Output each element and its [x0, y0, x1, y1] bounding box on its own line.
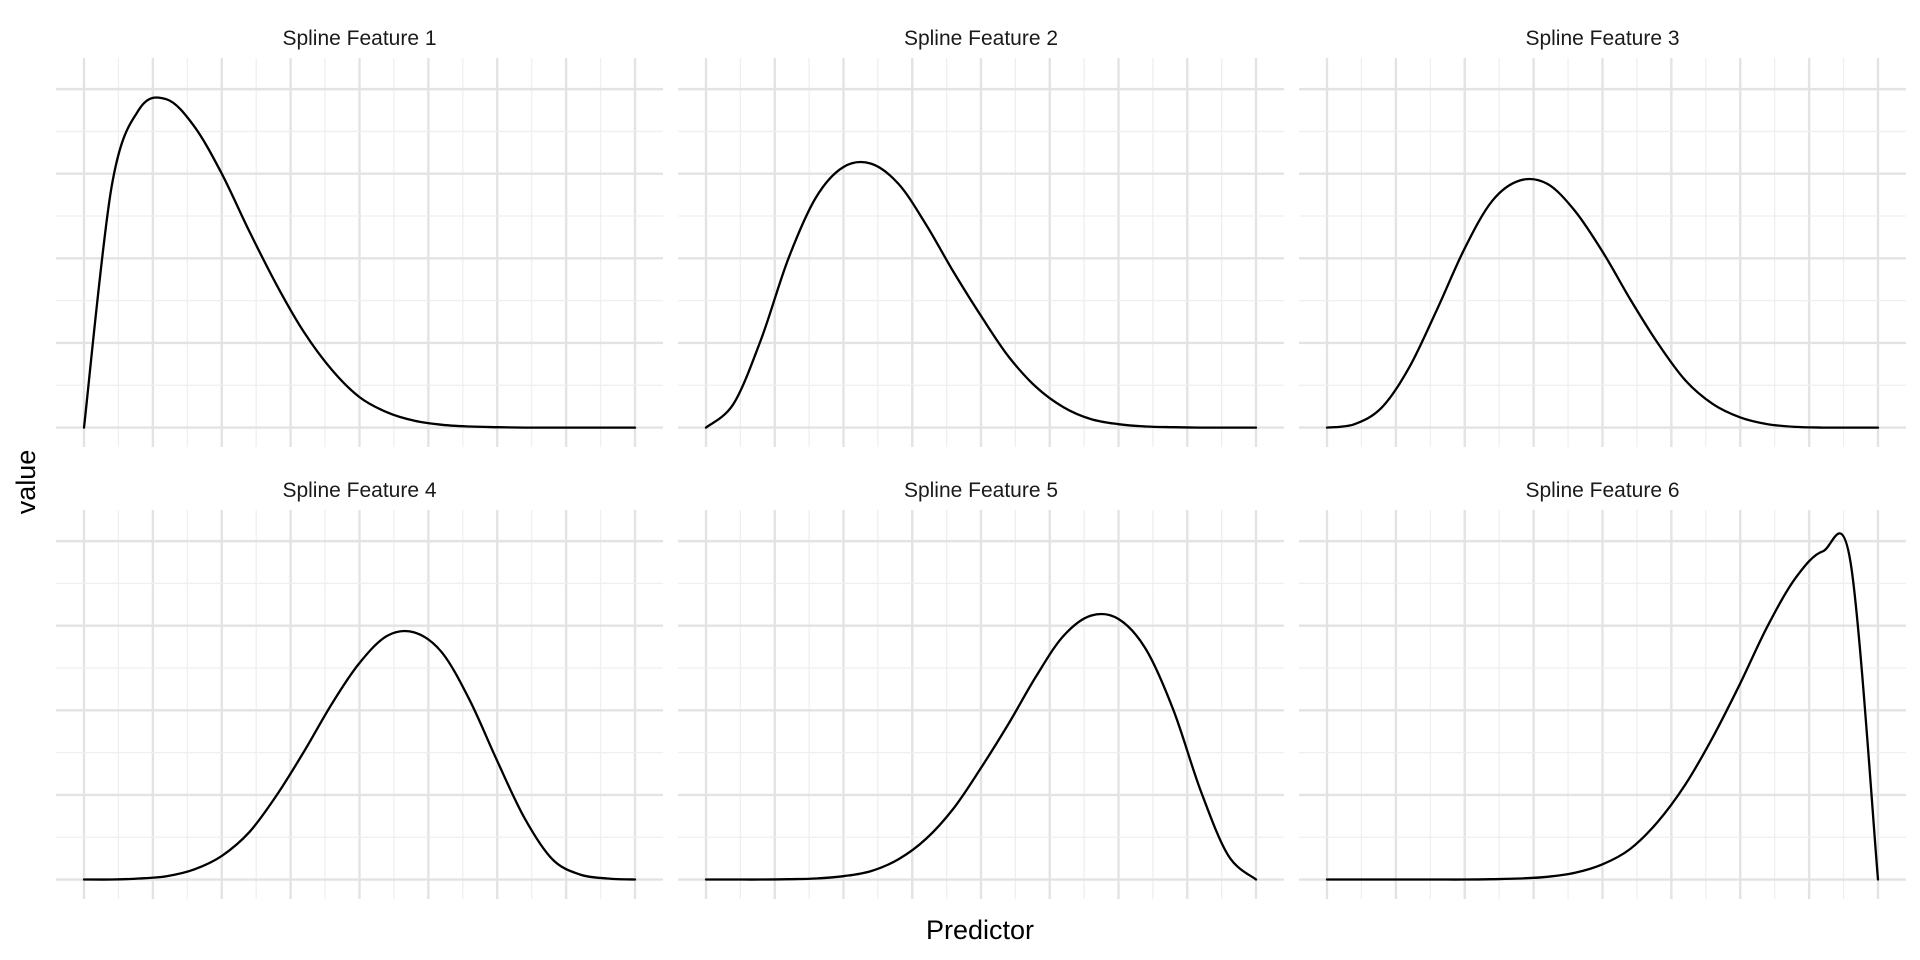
panel-title-2: Spline Feature 2	[904, 27, 1058, 50]
spline-curve-4	[82, 629, 637, 881]
panel-grid-4	[56, 510, 663, 899]
facet-panel-5: Spline Feature 5	[678, 479, 1284, 899]
x-axis-title: Predictor	[926, 915, 1034, 945]
facet-panel-4: Spline Feature 4	[56, 479, 663, 899]
y-axis-title: value	[11, 450, 41, 515]
panel-title-5: Spline Feature 5	[904, 479, 1058, 502]
spline-curve-6	[1325, 532, 1880, 881]
panel-title-6: Spline Feature 6	[1525, 479, 1679, 502]
panel-grid-1	[56, 58, 663, 447]
spline-curve-2	[704, 160, 1258, 429]
spline-curve-1	[82, 96, 637, 429]
panel-title-1: Spline Feature 1	[282, 27, 436, 50]
facet-panel-6: Spline Feature 6	[1299, 479, 1906, 899]
panel-grid-3	[1299, 58, 1906, 447]
panel-grid-2	[678, 58, 1284, 447]
facet-panel-2: Spline Feature 2	[678, 27, 1284, 447]
panel-title-4: Spline Feature 4	[282, 479, 436, 502]
spline-curve-5	[704, 612, 1258, 881]
panel-grid-5	[678, 510, 1284, 899]
panel-title-3: Spline Feature 3	[1525, 27, 1679, 50]
facet-panels: Spline Feature 1 Spline Feature 2 Spline F…	[56, 27, 1906, 899]
panel-grid-6	[1299, 510, 1906, 899]
facet-panel-3: Spline Feature 3	[1299, 27, 1906, 447]
spline-curve-3	[1325, 177, 1880, 429]
facet-panel-1: Spline Feature 1	[56, 27, 663, 447]
